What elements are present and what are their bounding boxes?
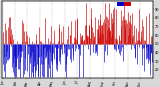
FancyBboxPatch shape bbox=[124, 2, 131, 6]
FancyBboxPatch shape bbox=[117, 2, 124, 6]
